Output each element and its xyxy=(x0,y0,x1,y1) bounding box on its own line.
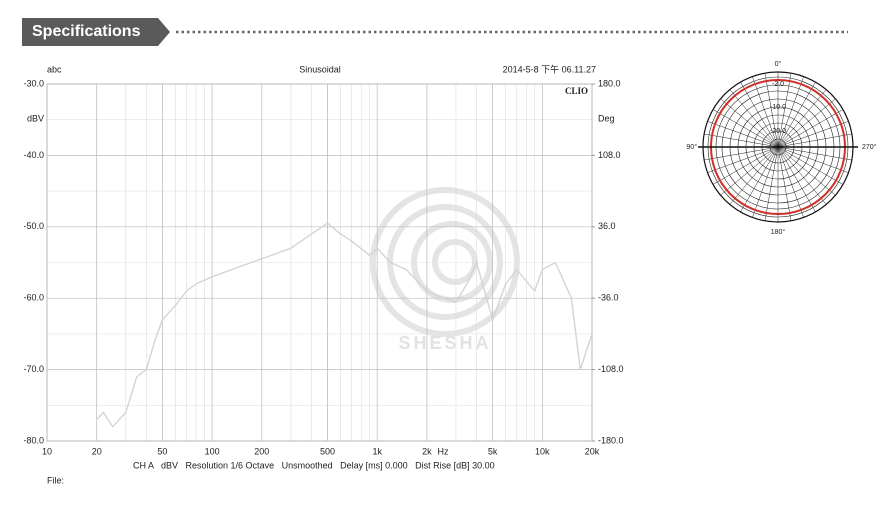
y-axis-label: dBV xyxy=(27,113,44,123)
chart-title: Sinusoidal xyxy=(299,64,341,74)
y2-tick-label: 180.0 xyxy=(598,78,621,88)
y2-axis-label: Deg xyxy=(598,113,615,123)
polar-angle: 180° xyxy=(771,228,786,236)
y-tick-label: -70.0 xyxy=(23,364,44,374)
polar-angle: 270° xyxy=(862,143,877,151)
x-unit: Hz xyxy=(438,446,449,456)
y2-tick-label: 108.0 xyxy=(598,150,621,160)
footer: CH A dBV Resolution 1/6 Octave Unsmoothe… xyxy=(133,460,495,470)
response-curve xyxy=(96,222,593,428)
x-tick-label: 2k xyxy=(422,446,432,456)
timestamp: 2014-5-8 下午 06.11.27 xyxy=(503,63,596,74)
polar-angle: 0° xyxy=(775,60,782,68)
brand: CLIO xyxy=(565,86,588,96)
y-tick-label: -60.0 xyxy=(23,293,44,303)
polar-angle: 90° xyxy=(686,143,697,151)
x-tick-label: 1k xyxy=(372,446,382,456)
y-tick-label: -50.0 xyxy=(23,221,44,231)
y2-tick-label: -180.0 xyxy=(598,435,624,445)
x-tick-label: 10 xyxy=(42,446,52,456)
x-tick-label: 10k xyxy=(535,446,550,456)
y2-tick-label: -36.0 xyxy=(598,293,619,303)
x-tick-label: 200 xyxy=(254,446,269,456)
x-tick-label: 500 xyxy=(320,446,335,456)
polar-ring-label: -10.0 xyxy=(770,104,786,111)
header-title: Specifications xyxy=(32,23,141,40)
file-label: File: xyxy=(47,475,64,485)
y2-tick-label: -108.0 xyxy=(598,364,624,374)
polar-ring-label: -20.0 xyxy=(770,128,786,135)
polar-plot: 0° 90° 180° 270° -2.0 -10.0 -20.0 xyxy=(686,60,876,236)
note: abc xyxy=(47,64,62,74)
y-tick-label: -30.0 xyxy=(23,78,44,88)
x-tick-label: 20k xyxy=(585,446,600,456)
x-tick-label: 5k xyxy=(488,446,498,456)
x-tick-label: 20 xyxy=(92,446,102,456)
x-tick-label: 100 xyxy=(205,446,220,456)
watermark-text: SHESHA xyxy=(398,333,491,353)
x-tick-label: 50 xyxy=(157,446,167,456)
y-tick-label: -40.0 xyxy=(23,150,44,160)
y2-tick-label: 36.0 xyxy=(598,221,616,231)
y-tick-label: -80.0 xyxy=(23,435,44,445)
plot xyxy=(46,83,595,442)
header-tab xyxy=(22,18,170,46)
polar-ring-label: -2.0 xyxy=(772,81,784,88)
